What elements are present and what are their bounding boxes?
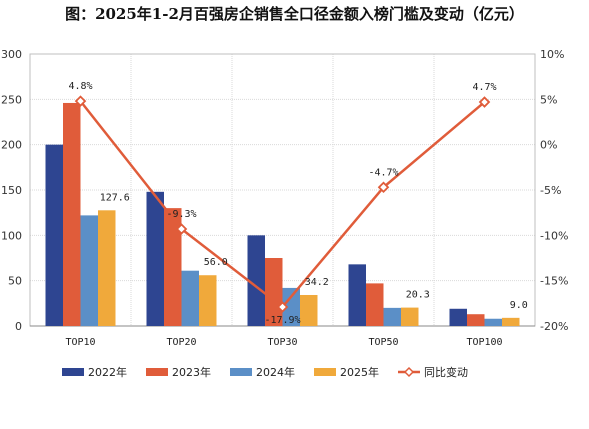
y-tick-label: 0 — [15, 320, 22, 333]
line-point — [175, 223, 188, 235]
bar — [467, 314, 485, 326]
legend-swatch — [62, 368, 84, 376]
bar-value-label: 56.0 — [204, 257, 228, 268]
bar — [282, 287, 300, 326]
y-tick-label: 300 — [1, 48, 22, 61]
bar — [98, 210, 116, 326]
bar — [199, 275, 217, 326]
bar — [366, 283, 384, 326]
legend-swatch — [230, 368, 252, 376]
data-labels: 127.6 56.0 34.2 20.3 9.0 4.8% -9.3% -17.9% -4.7%… — [68, 81, 527, 326]
legend-swatch — [146, 368, 168, 376]
axes: 0 50 100 150 200 250 300 -20% -15% -10% -5% 0% 5% 10%… — [1, 48, 568, 348]
line-value-label: -4.7% — [368, 167, 398, 178]
legend-label: 2024年 — [256, 365, 295, 379]
legend-label: 2025年 — [340, 365, 379, 379]
y-tick-label: 200 — [1, 139, 22, 152]
bar — [247, 235, 265, 326]
bar-value-label: 127.6 — [100, 192, 130, 203]
x-tick-label: TOP30 — [267, 337, 297, 348]
x-tick-label: TOP20 — [166, 337, 196, 348]
bar — [401, 307, 419, 326]
y2-tick-label: -15% — [540, 275, 568, 288]
legend-swatch — [314, 368, 336, 376]
y2-tick-label: 10% — [540, 48, 564, 61]
bar — [449, 308, 467, 326]
bar — [383, 307, 401, 326]
bar — [181, 270, 199, 326]
bar — [164, 208, 182, 326]
line-point — [276, 301, 289, 313]
legend-label: 同比变动 — [424, 365, 468, 379]
x-tick-label: TOP100 — [466, 337, 502, 348]
y-tick-label: 150 — [1, 184, 22, 197]
bar — [348, 264, 366, 326]
legend-label: 2023年 — [172, 365, 211, 379]
bar — [484, 318, 502, 326]
line-point — [74, 95, 87, 107]
y2-tick-label: 5% — [540, 93, 557, 106]
y-tick-label: 100 — [1, 229, 22, 242]
x-tick-label: TOP50 — [368, 337, 398, 348]
y-tick-label: 250 — [1, 93, 22, 106]
bar — [502, 317, 520, 326]
y2-tick-label: -5% — [540, 184, 561, 197]
line-point — [377, 181, 390, 194]
line-value-label: 4.7% — [472, 82, 496, 93]
bar-value-label: 9.0 — [510, 300, 528, 311]
x-tick-label: TOP10 — [65, 337, 95, 348]
line-value-label: 4.8% — [68, 81, 92, 92]
y2-tick-label: -20% — [540, 320, 568, 333]
bar — [300, 294, 318, 326]
legend: 2022年 2023年 2024年 2025年 同比变动 — [62, 365, 468, 379]
line-value-label: -9.3% — [166, 209, 196, 220]
y-tick-label: 50 — [8, 275, 22, 288]
bar — [146, 191, 164, 326]
bar — [45, 144, 63, 326]
chart-title: 图：2025年1-2月百强房企销售全口径金额入榜门槛及变动（亿元） — [65, 5, 524, 23]
legend-line-marker — [403, 366, 415, 378]
legend-label: 2022年 — [88, 365, 127, 379]
line-value-label: -17.9% — [264, 315, 300, 326]
bar — [80, 215, 98, 326]
bars — [45, 102, 520, 327]
bar — [63, 102, 81, 327]
y2-tick-label: -10% — [540, 229, 568, 242]
bar-value-label: 34.2 — [305, 277, 329, 288]
bar — [265, 258, 283, 326]
line-series — [74, 95, 491, 313]
line-point — [478, 96, 491, 108]
y2-tick-label: 0% — [540, 139, 557, 152]
bar-value-label: 20.3 — [406, 290, 430, 301]
